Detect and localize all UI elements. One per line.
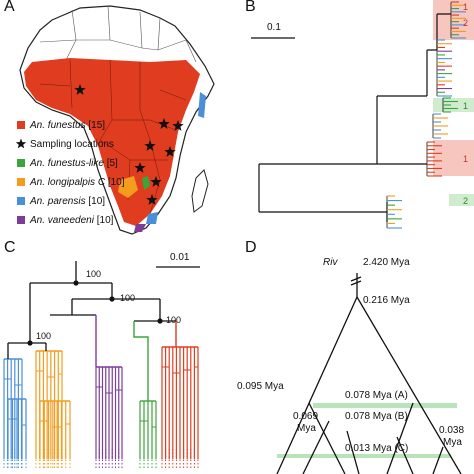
madagascar xyxy=(191,169,209,213)
legend-swatch xyxy=(17,159,25,167)
vaneedeni-range xyxy=(134,224,146,232)
root-age: 2.420 Mya xyxy=(363,257,410,268)
sampling-star xyxy=(144,140,156,151)
tree-b-branches xyxy=(258,13,451,222)
parensis-range-south xyxy=(146,212,158,224)
funestus-like-range xyxy=(142,176,150,190)
legend-swatch xyxy=(17,197,25,205)
age-0078b: 0.078 Mya (B) xyxy=(345,411,408,422)
age-0069a: 0.069 xyxy=(293,411,318,422)
legend-star-icon xyxy=(15,138,27,149)
sampling-star xyxy=(146,194,158,205)
legend-label: Sampling locations xyxy=(30,139,114,150)
crown-age: 0.216 Mya xyxy=(363,295,410,306)
clade-label-1: 1 xyxy=(463,2,468,12)
species-tree: Riv 2.420 Mya 0.216 Mya 0.095 Mya 0.078 … xyxy=(237,257,464,474)
clade-stem xyxy=(133,321,149,401)
panel-b-tree: B 0.1 1 2 1 1 2 xyxy=(237,0,474,237)
legend-label: An. funestus-like [5] xyxy=(29,158,118,169)
legend-label: An. parensis [10] xyxy=(29,196,105,207)
age-0078a: 0.078 Mya (A) xyxy=(345,390,408,401)
tree-b-tips xyxy=(386,1,466,229)
age-0013: 0.013 Mya (C) xyxy=(345,443,408,454)
backbone-link xyxy=(7,343,47,359)
legend-label: An. funestus [15] xyxy=(29,120,105,131)
age-0095: 0.095 Mya xyxy=(237,381,284,392)
tree-c-backbone xyxy=(29,261,176,343)
age-0069b: Mya xyxy=(297,423,316,434)
tree-c-clades xyxy=(3,299,199,469)
age-0038a: 0.038 xyxy=(439,425,464,436)
highlight-clade-green-bottom xyxy=(449,194,474,206)
tree-c-nodes xyxy=(27,280,163,346)
bootstrap-1: 100 xyxy=(86,269,101,279)
clade-label-3: 1 xyxy=(463,101,468,111)
panel-c-letter: C xyxy=(4,239,16,256)
sampling-stars xyxy=(74,84,184,205)
scale-label-b: 0.1 xyxy=(267,22,281,33)
scale-label-c: 0.01 xyxy=(170,252,190,263)
outgroup-label: Riv xyxy=(323,257,338,268)
age-bar-a xyxy=(313,403,457,408)
panel-c-tree: C 0.01 100 100 100 100 xyxy=(0,237,237,474)
sampling-star xyxy=(164,146,176,157)
sampling-star xyxy=(134,162,146,173)
bootstrap-2: 100 xyxy=(36,331,51,341)
legend-swatch xyxy=(17,216,25,224)
highlight-clade-top xyxy=(433,0,474,40)
species-tree-branches xyxy=(276,273,462,474)
legend-swatch xyxy=(17,178,25,186)
sampling-star xyxy=(150,176,162,187)
clade-label-5: 2 xyxy=(463,196,468,206)
sampling-star xyxy=(158,118,170,129)
clade-label-2: 2 xyxy=(463,18,468,28)
sampling-star xyxy=(74,84,86,95)
panel-a-letter: A xyxy=(4,0,15,15)
age-bar-c xyxy=(277,454,451,458)
tree-b: 0.1 1 2 1 1 2 xyxy=(251,0,474,229)
bootstrap-3: 100 xyxy=(120,293,135,303)
legend: An. funestus [15] Sampling locations An. f… xyxy=(15,120,125,226)
tree-c: 0.01 100 100 100 100 xyxy=(3,252,200,469)
clade-label-4: 1 xyxy=(463,154,468,164)
parensis-range-north xyxy=(198,92,206,118)
panel-a-map: A A xyxy=(0,0,237,237)
bootstrap-4: 100 xyxy=(166,315,181,325)
africa-map: An. funestus [15] Sampling locations An. f… xyxy=(15,5,215,235)
panel-b-letter: B xyxy=(245,0,256,15)
panel-d-letter: D xyxy=(245,239,257,256)
age-0038b: Mya xyxy=(443,437,462,448)
country-borders xyxy=(39,5,197,63)
legend-label: An. vaneedeni [10] xyxy=(29,215,114,226)
panel-d-species-tree: D Riv 2.420 Mya 0.216 Mya 0.095 Mya 0.07… xyxy=(237,237,474,474)
sampling-star xyxy=(172,120,184,131)
legend-swatch xyxy=(17,121,25,129)
legend-label: An. longipalpis C [10] xyxy=(29,177,125,188)
longipalpis-range xyxy=(118,176,138,198)
